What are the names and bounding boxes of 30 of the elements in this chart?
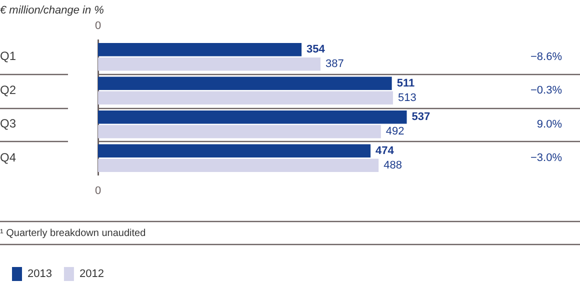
bar: [98, 110, 407, 124]
bar: [98, 124, 381, 138]
legend-label: 2012: [79, 268, 104, 280]
y-tick-label: Q2: [0, 82, 16, 97]
y-tick-label: Q4: [0, 150, 16, 164]
bar: [98, 76, 392, 90]
data-label: 488: [384, 159, 402, 172]
text: 9.0%: [536, 118, 562, 130]
data-label: 387: [326, 58, 344, 70]
text: −3.0%: [530, 152, 562, 164]
data-label: 474: [376, 144, 395, 157]
legend-label: 2013: [28, 268, 52, 280]
data-label: 354: [306, 44, 326, 56]
bar: [98, 57, 321, 71]
bar: [98, 158, 379, 172]
data-label: 513: [398, 92, 416, 104]
text: −0.3%: [530, 84, 562, 97]
chart-title: € million/change in %: [0, 4, 104, 17]
y-tick-label: Q1: [0, 49, 16, 64]
text: 0: [94, 20, 102, 32]
text: ¹ Quarterly breakdown unaudited: [0, 228, 146, 239]
bar: [98, 91, 393, 105]
text: −8.6%: [530, 50, 562, 63]
bar: [98, 144, 371, 158]
bar: [98, 42, 302, 56]
data-label: 492: [386, 126, 404, 138]
y-tick-label: Q3: [0, 116, 16, 131]
data-label: 511: [396, 77, 415, 90]
text: 0: [94, 185, 102, 198]
data-label: 537: [412, 111, 430, 124]
